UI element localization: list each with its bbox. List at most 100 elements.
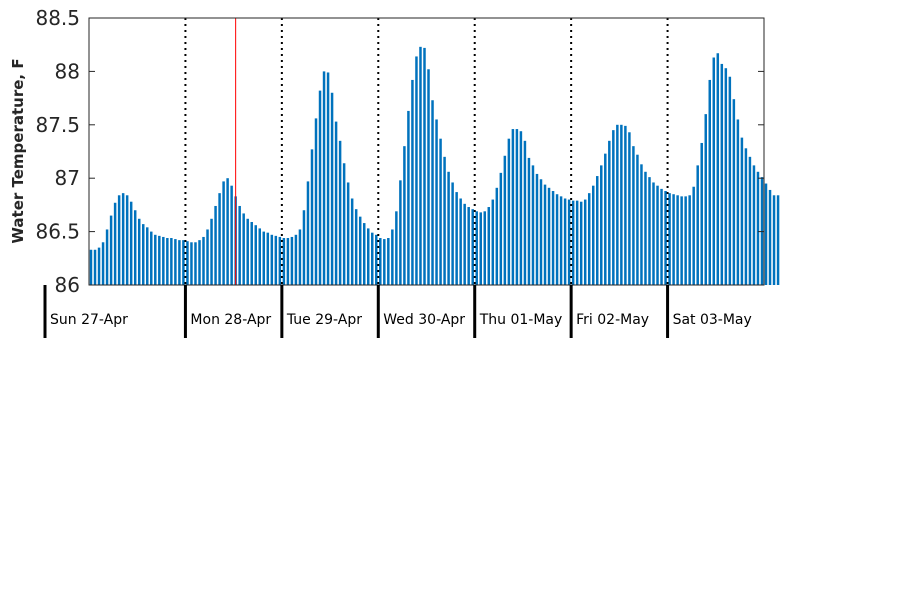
bar	[93, 249, 97, 285]
bar	[330, 92, 334, 285]
bar	[656, 185, 659, 285]
bar	[475, 211, 478, 285]
bar	[182, 240, 185, 285]
bar	[724, 68, 728, 285]
bar	[346, 182, 350, 285]
bar	[612, 130, 615, 285]
bar	[592, 185, 595, 285]
bar	[154, 234, 157, 285]
bar	[162, 236, 165, 285]
bar	[113, 202, 117, 285]
bar	[575, 200, 579, 285]
bar	[511, 129, 515, 285]
bar	[101, 242, 105, 285]
y-tick-label: 86.5	[35, 220, 80, 244]
bar	[419, 46, 422, 286]
bar	[632, 146, 635, 285]
bar	[644, 171, 647, 285]
bar	[567, 199, 571, 285]
bar	[109, 215, 113, 285]
bar	[672, 194, 675, 285]
bar	[467, 207, 470, 285]
bar	[652, 182, 655, 285]
bar	[443, 156, 446, 285]
bar	[375, 234, 378, 285]
bar	[479, 212, 482, 285]
bar	[600, 165, 603, 285]
bar	[411, 79, 414, 285]
bar	[294, 234, 298, 285]
bar	[616, 124, 619, 285]
bar	[298, 229, 302, 285]
bar	[728, 76, 732, 286]
bar	[451, 182, 454, 285]
plot-area-background	[89, 18, 764, 285]
bar	[736, 119, 740, 286]
bar	[326, 72, 330, 285]
y-axis-ticks: 86 86.5 87 87.5 88 88.5	[35, 6, 764, 297]
bar	[358, 216, 362, 285]
bar	[121, 193, 125, 285]
bar	[515, 129, 519, 285]
bar	[210, 218, 213, 285]
bar	[604, 153, 607, 285]
bar	[527, 157, 531, 285]
bar	[97, 247, 101, 285]
plot-axes-box	[88, 17, 765, 286]
bar	[178, 240, 181, 285]
y-axis-label: Water Temperature, F	[9, 58, 27, 243]
bar	[367, 228, 370, 285]
bar	[499, 172, 503, 285]
bar	[523, 140, 527, 285]
bar	[756, 171, 760, 285]
bar	[503, 155, 507, 285]
bar	[214, 205, 217, 285]
bar	[286, 238, 290, 285]
bar	[732, 99, 736, 285]
bar	[487, 207, 491, 285]
bar	[676, 195, 679, 285]
bar	[459, 198, 462, 285]
bar	[772, 195, 776, 285]
bar	[680, 196, 683, 285]
bar	[415, 56, 418, 286]
bar-series	[89, 46, 780, 286]
bar	[748, 156, 752, 285]
bar	[696, 165, 699, 285]
bar	[768, 189, 772, 285]
bar	[640, 164, 643, 285]
bar	[507, 138, 511, 285]
day-divider-lines	[184, 18, 669, 285]
bar	[186, 241, 189, 285]
bar	[559, 196, 563, 285]
bar	[535, 173, 539, 285]
bar	[125, 195, 129, 285]
bar	[391, 229, 394, 285]
bar	[543, 184, 547, 285]
y-tick-label: 88	[55, 59, 80, 83]
bar	[133, 210, 137, 285]
bar	[278, 236, 282, 285]
bar	[624, 125, 627, 286]
bar	[495, 187, 499, 285]
bar	[684, 196, 687, 285]
bar	[194, 242, 197, 285]
bar	[427, 69, 430, 285]
bar	[587, 193, 591, 285]
day-axis: Sun 27-Apr Mon 28-Apr Tue 29-Apr Wed 30-Apr…	[43, 285, 752, 338]
bar	[150, 231, 153, 285]
bar	[282, 238, 286, 285]
bar	[242, 213, 245, 285]
bar	[322, 71, 326, 286]
bar	[266, 232, 270, 285]
bar	[274, 235, 278, 285]
bar	[226, 178, 229, 285]
y-tick-label: 88.5	[35, 6, 80, 30]
bar	[371, 232, 374, 285]
bar	[555, 194, 559, 285]
bar	[129, 201, 133, 285]
bar	[403, 146, 406, 285]
day-label: Sun 27-Apr	[50, 312, 128, 328]
bar	[708, 79, 711, 285]
